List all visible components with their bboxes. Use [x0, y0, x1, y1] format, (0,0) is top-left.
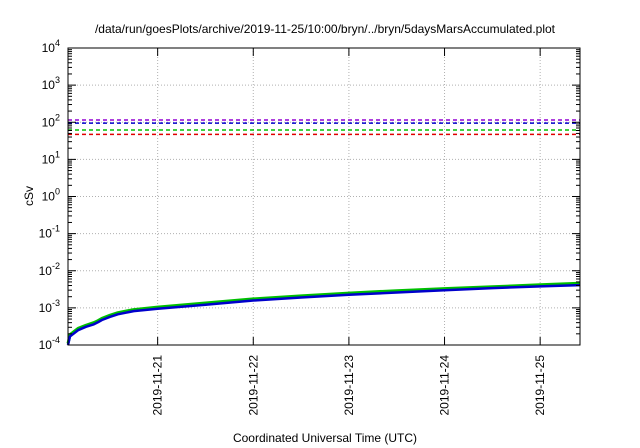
series-line: [66, 281, 581, 344]
reference-lines: [68, 119, 580, 136]
x-tick-label: 2019-11-21: [151, 355, 165, 416]
series-line: [66, 283, 581, 346]
x-tick-label: 2019-11-24: [438, 355, 452, 416]
y-tick-label: 10-1: [39, 224, 60, 241]
series-lines: [66, 281, 581, 346]
y-tick-label: 101: [42, 149, 60, 166]
y-tick-label: 102: [42, 112, 60, 129]
y-tick-label: 100: [42, 187, 60, 204]
x-tick-label: 2019-11-23: [342, 355, 356, 416]
grid: [68, 48, 580, 345]
y-axis-label: cSv: [22, 186, 36, 206]
x-axis-ticks: 2019-11-21 2019-11-22 2019-11-23 2019-11-24…: [151, 48, 547, 416]
y-tick-label: 10-2: [39, 261, 60, 278]
chart-title: /data/run/goesPlots/archive/2019-11-25/1…: [95, 22, 556, 36]
x-axis-label: Coordinated Universal Time (UTC): [233, 431, 417, 445]
y-tick-label: 10-4: [39, 335, 60, 352]
x-tick-label: 2019-11-25: [533, 355, 547, 416]
y-tick-label: 104: [42, 38, 60, 55]
x-tick-label: 2019-11-22: [246, 355, 260, 416]
y-tick-label: 10-3: [39, 298, 60, 315]
y-tick-label: 103: [42, 75, 60, 92]
